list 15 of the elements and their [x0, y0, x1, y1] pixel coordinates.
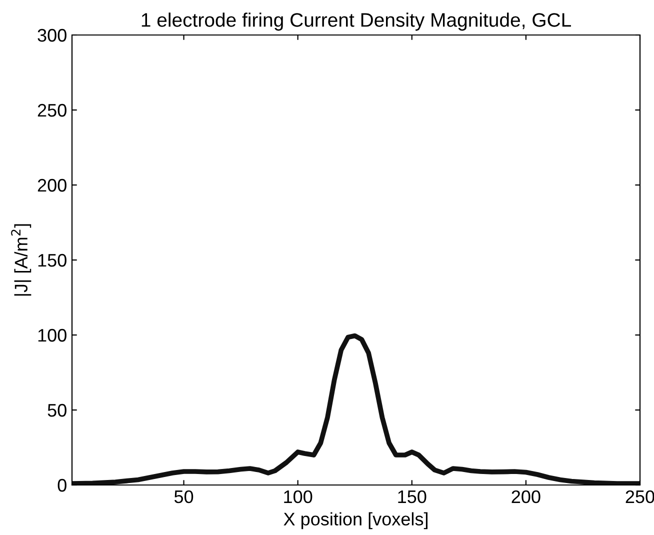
y-tick-label: 300: [38, 28, 66, 42]
x-tick-label: 100: [284, 490, 312, 504]
x-tick-label: 150: [398, 490, 426, 504]
y-tick-label: 50: [48, 404, 66, 417]
y-axis-title: |J| [A/m$^{2}$]: [11, 224, 32, 296]
chart-title: 1 electrode firing Current Density Magnitude, GCL: [142, 12, 571, 31]
x-tick-label: 200: [512, 490, 540, 504]
y-tick-label: 0: [58, 478, 66, 492]
y-tick-label: 200: [38, 178, 66, 192]
y-tick-label: 100: [38, 328, 66, 342]
y-tick-label: 250: [38, 104, 66, 117]
x-tick-label: 50: [174, 490, 194, 504]
y-tick-label: 150: [38, 254, 66, 267]
x-axis-title: X position [voxels]: [284, 512, 428, 530]
x-tick-label: 250: [626, 490, 654, 504]
